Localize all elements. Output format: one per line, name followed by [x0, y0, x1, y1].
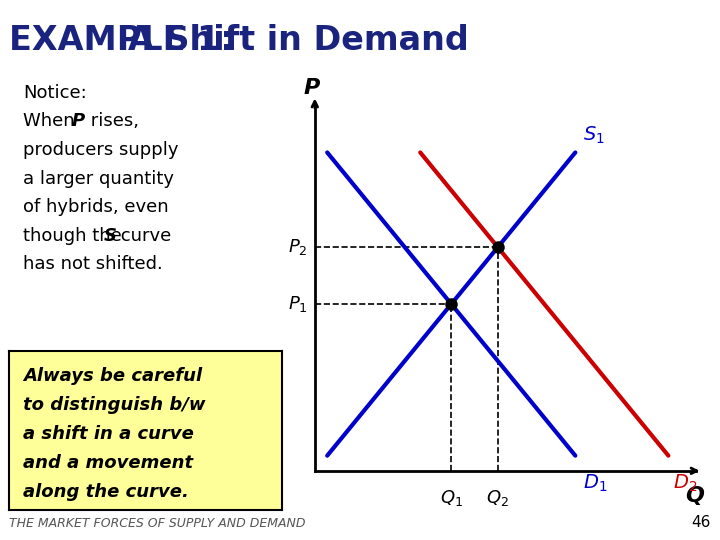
Text: rises,: rises,	[85, 112, 139, 130]
Text: curve: curve	[115, 227, 171, 245]
Text: $Q_1$: $Q_1$	[440, 488, 463, 508]
Text: Notice:: Notice:	[23, 84, 87, 102]
Text: THE MARKET FORCES OF SUPPLY AND DEMAND: THE MARKET FORCES OF SUPPLY AND DEMAND	[9, 517, 306, 530]
Text: $Q_2$: $Q_2$	[486, 488, 509, 508]
Text: P: P	[304, 78, 320, 98]
Text: has not shifted.: has not shifted.	[23, 255, 163, 273]
Text: A Shift in Demand: A Shift in Demand	[128, 24, 469, 57]
Text: of hybrids, even: of hybrids, even	[23, 198, 168, 216]
Text: a larger quantity: a larger quantity	[23, 170, 174, 187]
Text: producers supply: producers supply	[23, 141, 179, 159]
Text: though the: though the	[23, 227, 127, 245]
Text: $P_2$: $P_2$	[288, 237, 307, 257]
Text: to distinguish b/w: to distinguish b/w	[23, 396, 205, 414]
Text: S: S	[104, 227, 117, 245]
Text: along the curve.: along the curve.	[23, 483, 189, 501]
Text: $P_1$: $P_1$	[287, 294, 307, 314]
Text: Always be careful: Always be careful	[23, 367, 202, 385]
Text: $D_1$: $D_1$	[582, 472, 607, 494]
Text: $D_2$: $D_2$	[673, 472, 698, 494]
Text: $S_1$: $S_1$	[582, 125, 605, 146]
Text: P: P	[72, 112, 85, 130]
Text: and a movement: and a movement	[23, 454, 193, 472]
Text: When: When	[23, 112, 81, 130]
Text: EXAMPLE 1:: EXAMPLE 1:	[9, 24, 234, 57]
Text: 46: 46	[691, 515, 711, 530]
Text: a shift in a curve: a shift in a curve	[23, 425, 194, 443]
Text: Q: Q	[685, 486, 703, 506]
